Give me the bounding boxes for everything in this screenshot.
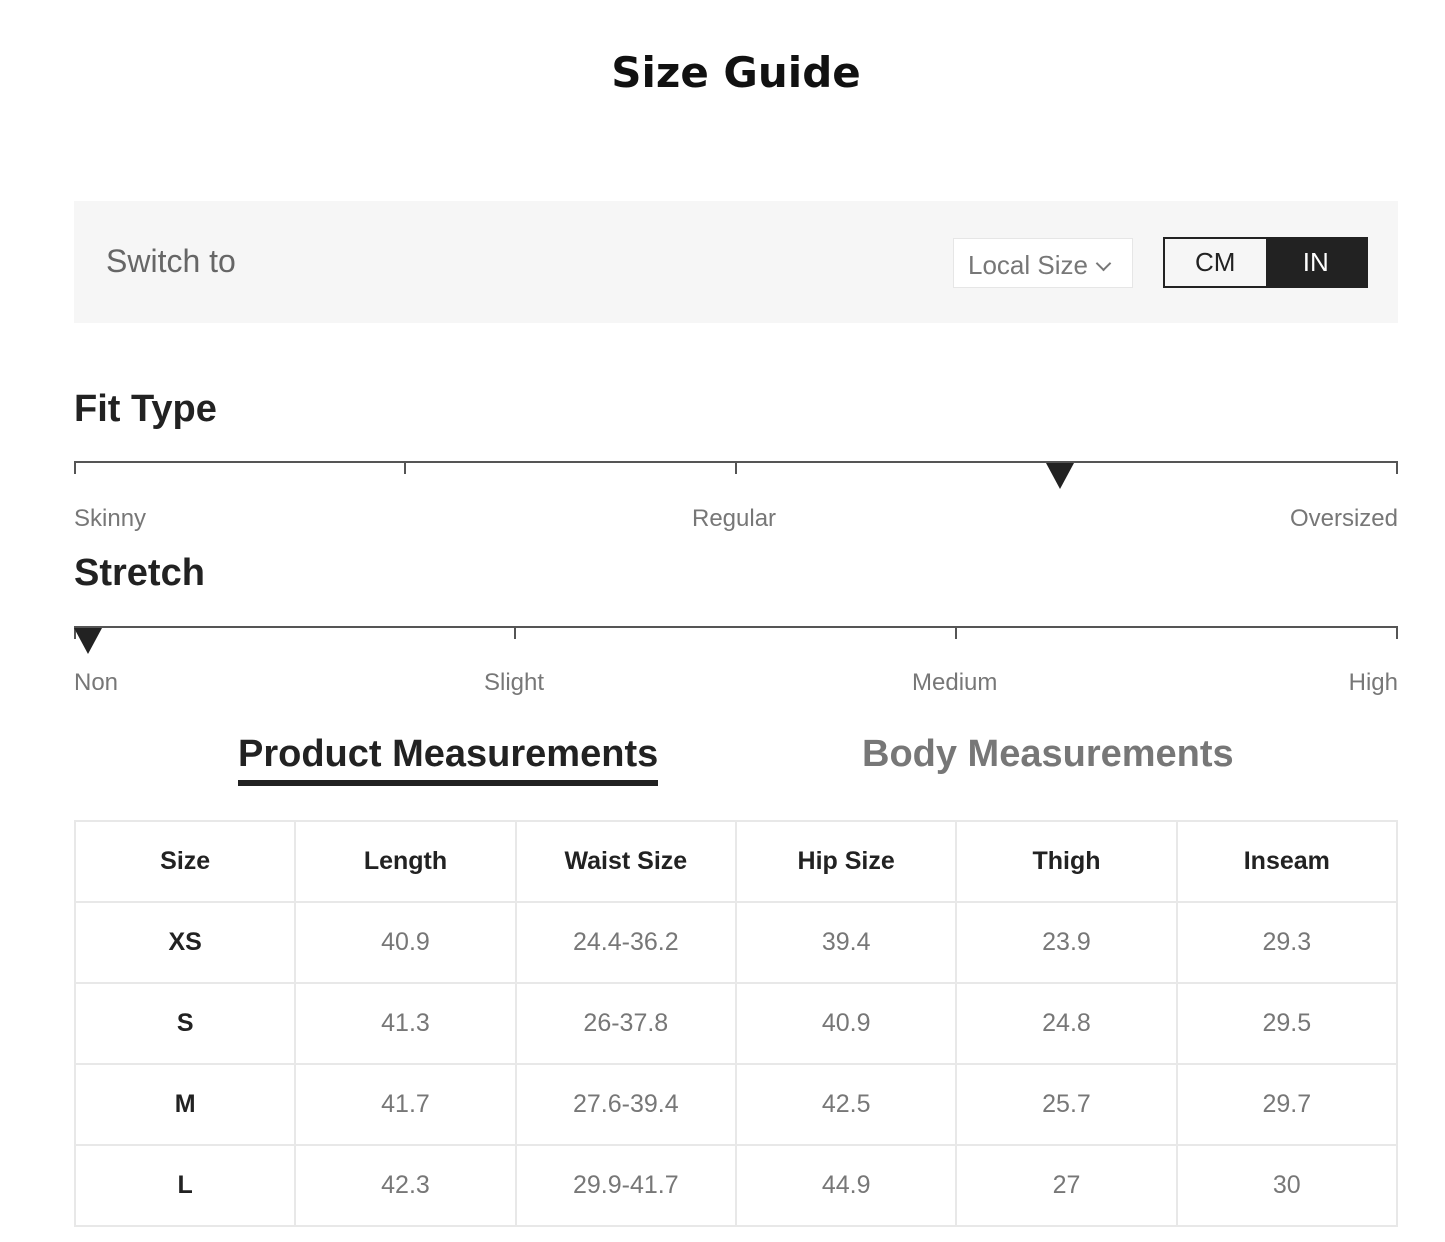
size-table: Size Length Waist Size Hip Size Thigh Inseam … [73,820,1399,1227]
size-cell: S [73,982,297,1065]
tick [404,461,406,474]
measurement-cell: 25.7 [955,1063,1178,1146]
table-row: XS 40.9 24.4-36.2 39.4 23.9 29.3 [73,901,1399,984]
stretch-label-medium: Medium [912,669,998,696]
table-row: L 42.3 29.9-41.7 44.9 27 30 [73,1144,1399,1227]
chevron-down-icon [1095,255,1112,272]
unit-toggle: CM IN [1163,237,1368,288]
stretch-marker-icon [74,628,102,654]
measurement-cell: 30 [1175,1144,1399,1227]
column-header: Waist Size [514,820,737,903]
tick [1396,626,1398,639]
tab-product-measurements[interactable]: Product Measurements [238,733,659,786]
measurement-cell: 29.9-41.7 [514,1144,737,1227]
stretch-label-high: High [1348,669,1398,696]
measurement-cell: 29.3 [1175,901,1399,984]
measurement-cell: 42.3 [294,1144,517,1227]
fit-label-skinny: Skinny [74,505,147,532]
measurement-cell: 39.4 [734,901,958,984]
fit-type-marker-icon [1046,463,1074,489]
tick [955,626,957,639]
measurement-cell: 27.6-39.4 [514,1063,737,1146]
unit-in-button[interactable]: IN [1265,239,1366,286]
tick [74,461,76,474]
stretch-title: Stretch [74,552,205,594]
size-cell: L [73,1144,297,1227]
local-size-label: Local Size [968,250,1088,280]
measurement-cell: 27 [955,1144,1178,1227]
local-size-dropdown[interactable]: Local Size [953,238,1133,288]
table-header-row: Size Length Waist Size Hip Size Thigh Inseam [73,820,1399,903]
table-row: M 41.7 27.6-39.4 42.5 25.7 29.7 [73,1063,1399,1146]
size-cell: M [73,1063,297,1146]
tab-body-measurements[interactable]: Body Measurements [862,733,1234,775]
measurement-cell: 40.9 [294,901,517,984]
column-header: Thigh [955,820,1178,903]
stretch-scale [74,626,1398,654]
size-cell: XS [73,901,297,984]
column-header: Hip Size [734,820,958,903]
measurement-cell: 29.5 [1175,982,1399,1065]
measurement-cell: 44.9 [734,1144,958,1227]
fit-label-oversized: Oversized [1289,505,1398,532]
page-title: Size Guide [611,48,861,97]
unit-switch-bar: Switch to Local Size CM IN [74,201,1398,323]
table-row: S 41.3 26-37.8 40.9 24.8 29.5 [73,982,1399,1065]
column-header: Size [73,820,297,903]
measurement-cell: 24.8 [955,982,1178,1065]
switch-to-label: Switch to [106,243,236,279]
fit-type-scale [74,461,1398,489]
fit-type-title: Fit Type [74,388,217,430]
stretch-label-slight: Slight [484,669,545,696]
measurement-cell: 41.3 [294,982,517,1065]
unit-cm-button[interactable]: CM [1195,247,1236,277]
measurement-cell: 40.9 [734,982,958,1065]
measurement-cell: 24.4-36.2 [514,901,737,984]
measurement-cell: 41.7 [294,1063,517,1146]
fit-label-regular: Regular [692,505,777,532]
measurement-cell: 42.5 [734,1063,958,1146]
measurement-cell: 29.7 [1175,1063,1399,1146]
column-header: Inseam [1175,820,1399,903]
measurement-cell: 23.9 [955,901,1178,984]
tick [514,626,516,639]
tick [1396,461,1398,474]
column-header: Length [294,820,517,903]
measurement-cell: 26-37.8 [514,982,737,1065]
tick [735,461,737,474]
stretch-label-non: Non [74,669,119,696]
